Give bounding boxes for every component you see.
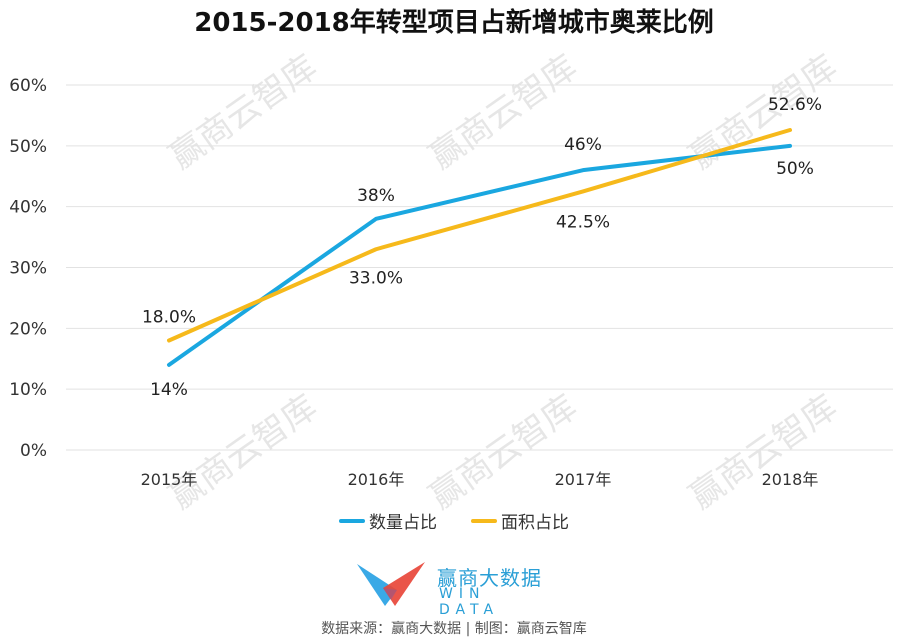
data-label: 52.6% [768,95,822,115]
watermark-text: 赢商云智库 [162,387,324,517]
logo-text-cn: 赢商大数据 [437,566,542,590]
y-tick-label: 30% [9,259,47,279]
y-tick-label: 60% [9,76,47,96]
y-tick-label: 10% [9,380,47,400]
data-label: 14% [150,380,188,400]
legend-swatch-count [339,518,365,523]
watermark-text: 赢商云智库 [422,47,584,177]
watermark-text: 赢商云智库 [422,387,584,517]
data-label: 42.5% [556,212,610,232]
y-tick-label: 40% [9,198,47,218]
logo-mark-icon [357,562,425,606]
legend: 数量占比 面积占比 [0,508,908,533]
gridlines [66,84,893,451]
watermark-text: 赢商云智库 [682,387,844,517]
data-labels: 14% 38% 46% 50% 18.0% 33.0% 42.5% 52.6% [142,95,822,400]
y-axis: 0% 10% 20% 30% 40% 50% 60% [9,76,47,461]
watermark-text: 赢商云智库 [162,47,324,177]
y-tick-label: 20% [9,319,47,339]
x-tick-label: 2018年 [762,470,819,489]
legend-label-count: 数量占比 [369,513,437,533]
series-line-count [167,143,792,367]
data-label: 18.0% [142,308,196,328]
x-tick-label: 2016年 [348,470,405,489]
source-note: 数据来源：赢商大数据 | 制图：赢商云智库 [321,621,587,637]
y-tick-label: 0% [20,441,47,461]
legend-item-area: 面积占比 [471,508,569,533]
series-line-area [167,128,792,343]
x-tick-label: 2015年 [141,470,198,489]
legend-swatch-area [471,518,497,523]
y-tick-label: 50% [9,137,47,157]
data-label: 38% [357,186,395,206]
x-axis: 2015年 2016年 2017年 2018年 [141,470,819,489]
legend-item-count: 数量占比 [339,508,437,533]
logo-text-en: WIN DATA [439,586,500,618]
chart-title: 2015-2018年转型项目占新增城市奥莱比例 [194,8,714,38]
legend-label-area: 面积占比 [501,513,569,533]
data-label: 50% [776,159,814,179]
data-label: 46% [564,135,602,155]
x-tick-label: 2017年 [555,470,612,489]
data-label: 33.0% [349,268,403,288]
series-lines [167,128,792,367]
windata-logo: 赢商大数据 WIN DATA [355,560,555,618]
